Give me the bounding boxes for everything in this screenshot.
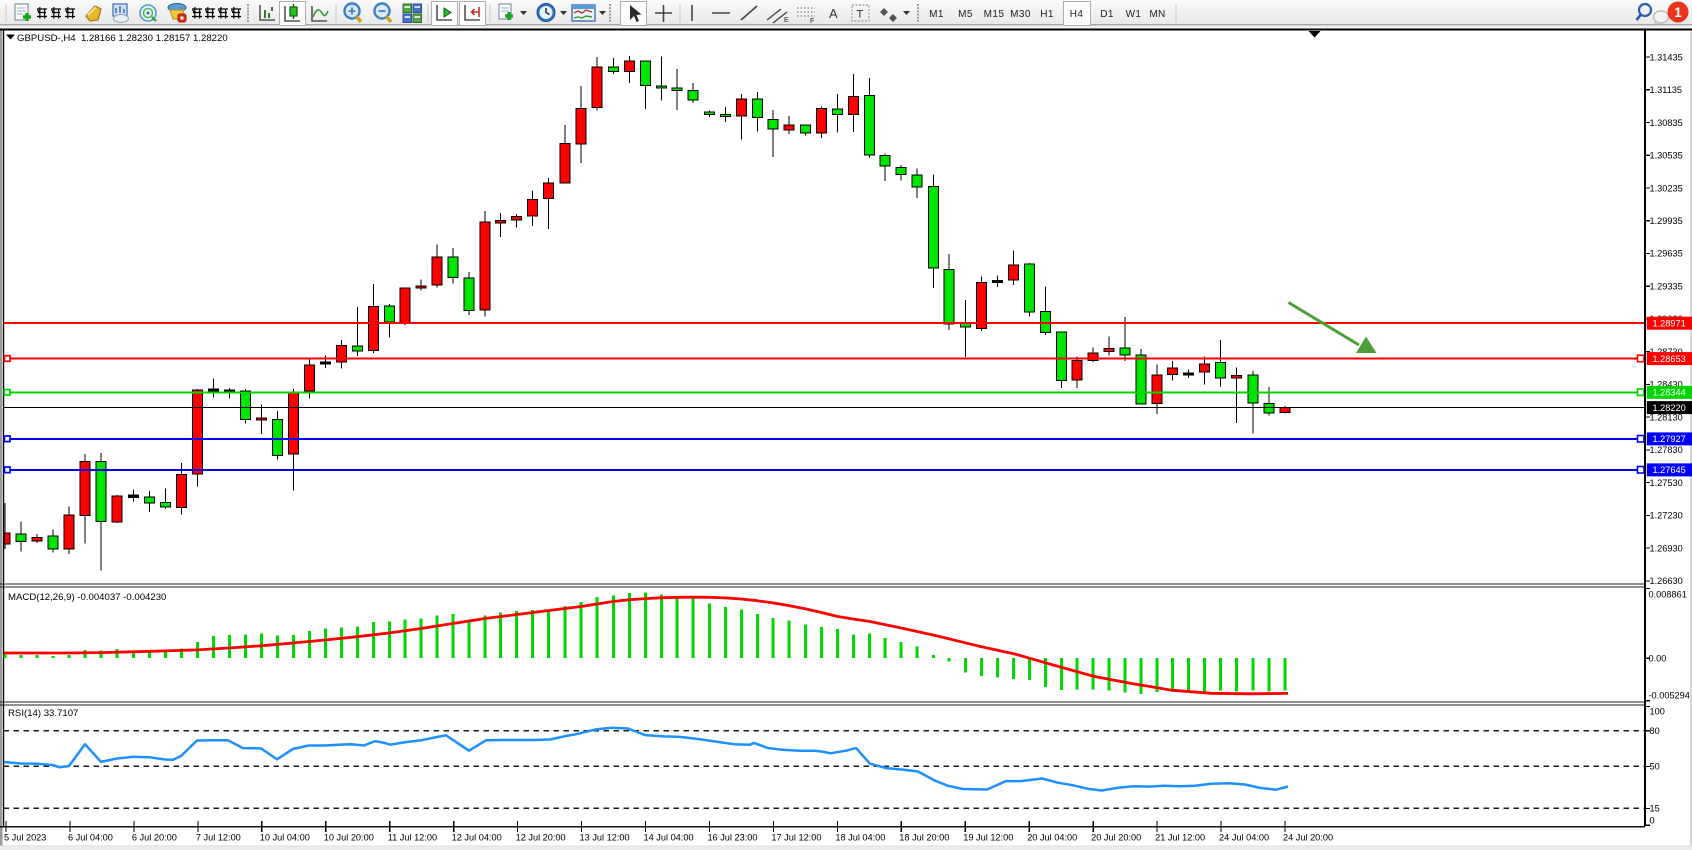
svg-text:6 Jul 20:00: 6 Jul 20:00 [132,833,177,843]
svg-text:17 Jul 12:00: 17 Jul 12:00 [771,833,821,843]
svg-text:16 Jul 23:00: 16 Jul 23:00 [707,833,757,843]
svg-text:19 Jul 12:00: 19 Jul 12:00 [963,833,1013,843]
svg-text:7 Jul 12:00: 7 Jul 12:00 [196,833,241,843]
svg-text:1: 1 [1674,5,1682,20]
svg-text:1.28730: 1.28730 [1650,347,1683,357]
svg-text:MN: MN [1149,9,1165,20]
svg-text:1.27830: 1.27830 [1650,445,1683,455]
svg-text:1.29335: 1.29335 [1650,282,1683,292]
svg-text:1.29635: 1.29635 [1650,249,1683,259]
svg-text:20 Jul 20:00: 20 Jul 20:00 [1091,833,1141,843]
svg-text:M5: M5 [958,9,973,20]
svg-text:50: 50 [1650,762,1660,772]
svg-text:RSI(14) 33.7107: RSI(14) 33.7107 [8,708,78,719]
svg-text:M1: M1 [929,9,944,20]
svg-text:1.27230: 1.27230 [1650,511,1683,521]
svg-text:13 Jul 12:00: 13 Jul 12:00 [580,833,630,843]
svg-text:MACD(12,26,9) -0.004037 -0.004: MACD(12,26,9) -0.004037 -0.004230 [8,592,166,603]
svg-text:100: 100 [1650,706,1665,716]
svg-text:M15: M15 [984,9,1005,20]
svg-text:11 Jul 12:00: 11 Jul 12:00 [388,833,437,843]
svg-text:1.28971: 1.28971 [1653,319,1686,329]
svg-text:21 Jul 12:00: 21 Jul 12:00 [1155,833,1205,843]
svg-text:1.27927: 1.27927 [1653,434,1686,444]
svg-text:1.30535: 1.30535 [1650,151,1683,161]
svg-text:0.00: 0.00 [1649,654,1667,664]
svg-text:15: 15 [1650,804,1660,814]
svg-text:D1: D1 [1100,9,1114,20]
svg-text:6 Jul 04:00: 6 Jul 04:00 [68,833,113,843]
svg-text:10 Jul 20:00: 10 Jul 20:00 [324,833,374,843]
svg-text:24 Jul 04:00: 24 Jul 04:00 [1219,833,1269,843]
svg-text:1.29935: 1.29935 [1650,216,1683,226]
svg-text:E: E [784,17,789,24]
svg-text:20 Jul 04:00: 20 Jul 04:00 [1027,833,1077,843]
svg-text:10 Jul 04:00: 10 Jul 04:00 [260,833,310,843]
svg-text:1.28220: 1.28220 [1653,403,1686,413]
svg-text:T: T [857,9,864,21]
svg-text:1.28344: 1.28344 [1653,388,1686,398]
svg-text:1.28130: 1.28130 [1650,412,1683,422]
svg-text:1.26930: 1.26930 [1650,543,1683,553]
svg-text:1.27530: 1.27530 [1650,478,1683,488]
svg-text:W1: W1 [1126,9,1142,20]
svg-text:F: F [810,18,814,25]
svg-text:0: 0 [1650,816,1655,826]
svg-text:1.28430: 1.28430 [1650,380,1683,390]
svg-text:-0.005294: -0.005294 [1649,691,1690,701]
svg-text:12 Jul 04:00: 12 Jul 04:00 [452,833,502,843]
svg-text:M30: M30 [1010,9,1031,20]
svg-text:H1: H1 [1040,9,1054,20]
svg-text:1.27645: 1.27645 [1653,465,1686,475]
svg-text:24 Jul 20:00: 24 Jul 20:00 [1283,833,1333,843]
svg-text:H4: H4 [1070,9,1084,20]
svg-text:18 Jul 04:00: 18 Jul 04:00 [835,833,885,843]
svg-text:GBPUSD-,H4 1.28166 1.28230 1.: GBPUSD-,H4 1.28166 1.28230 1.28157 1.282… [17,33,228,44]
svg-text:14 Jul 04:00: 14 Jul 04:00 [644,833,694,843]
svg-text:1.31135: 1.31135 [1650,85,1683,95]
svg-text:0.008861: 0.008861 [1649,590,1687,600]
svg-text:1.26630: 1.26630 [1650,576,1683,586]
svg-text:1.30835: 1.30835 [1650,118,1683,128]
svg-text:80: 80 [1650,726,1660,736]
svg-text:5 Jul 2023: 5 Jul 2023 [4,833,46,843]
svg-text:18 Jul 20:00: 18 Jul 20:00 [899,833,949,843]
svg-text:A: A [829,6,838,21]
svg-text:1.31435: 1.31435 [1650,52,1683,62]
svg-text:12 Jul 20:00: 12 Jul 20:00 [516,833,566,843]
svg-text:1.30235: 1.30235 [1650,183,1683,193]
svg-text:1.28653: 1.28653 [1653,354,1686,364]
